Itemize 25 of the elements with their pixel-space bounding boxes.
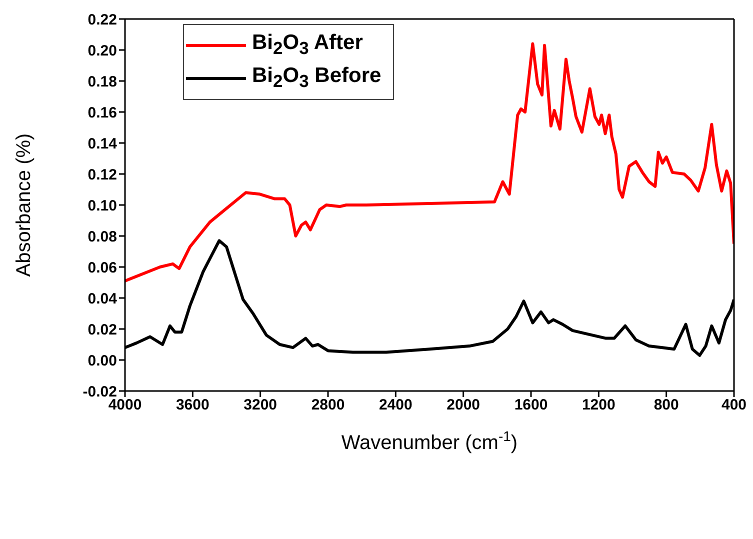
y-tick-label: 0.20 [88,42,117,60]
x-tick-label: 1200 [582,396,616,414]
y-tick-label: 0.18 [88,73,117,90]
y-axis-title: Absorbance (%) [13,133,35,277]
y-tick-label: 0.14 [88,135,118,152]
y-tick-label: 0.10 [88,197,117,214]
x-tick-label: 3200 [244,396,278,414]
x-tick-label: 3600 [176,396,210,414]
legend-label: Bi$_{2}$O$_{3}$ Before [252,64,382,93]
y-tick-label: 0.02 [88,321,117,338]
x-tick-label: 400 [721,396,747,414]
y-tick-label: 0.08 [88,228,117,246]
x-tick-label: 2400 [378,396,412,414]
y-tick-label: 0.12 [88,166,117,184]
x-tick-label: 800 [654,396,679,414]
y-tick-label: 0.06 [88,259,117,276]
legend-label: Bi$_{2}$O$_{3}$ After [252,31,363,60]
y-tick-label: 0.16 [88,104,117,122]
x-tick-label: 1600 [514,396,548,414]
x-tick-label: 2800 [311,396,345,414]
y-tick-label: 0.00 [88,352,117,370]
x-axis-title: Wavenumber (cm$^{-1}$) [341,428,518,454]
y-tick-label: 0.04 [88,290,118,308]
x-tick-label: 2000 [446,396,480,414]
y-tick-label: 0.22 [88,11,117,28]
